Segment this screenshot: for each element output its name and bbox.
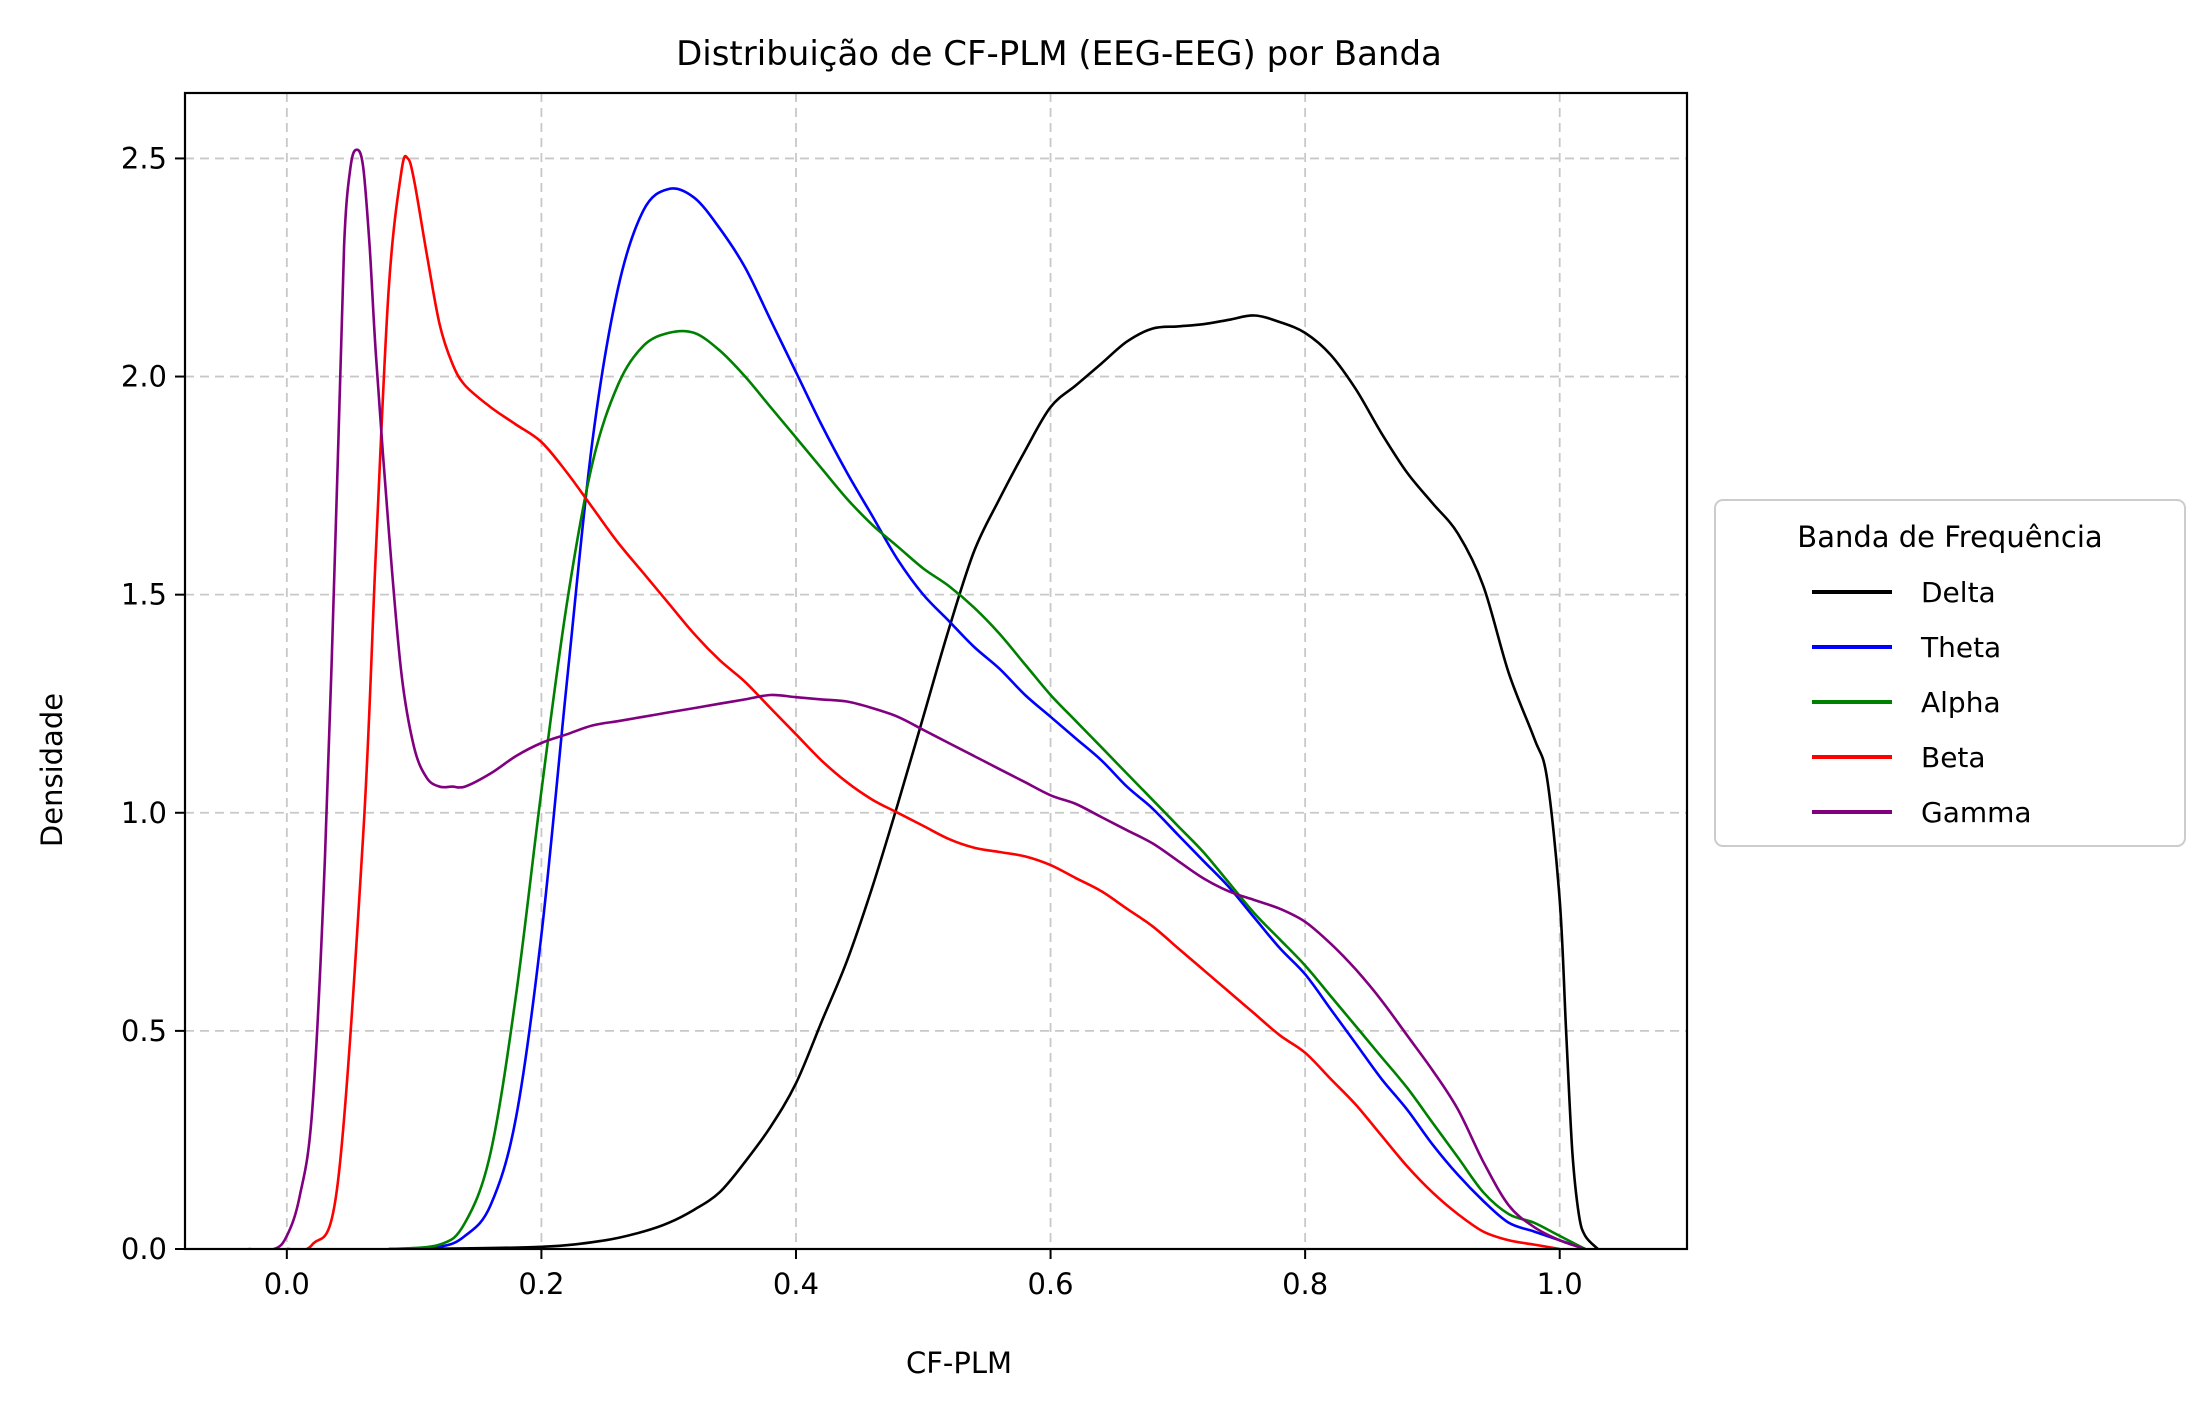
series-line-beta (286, 154, 1560, 1249)
y-tick-label: 1.5 (121, 578, 167, 612)
legend: Banda de Frequência Delta Theta Alpha Beta G… (1714, 499, 2186, 847)
x-tick-label: 0.2 (518, 1267, 564, 1301)
legend-label-theta: Theta (1920, 631, 2001, 664)
legend-label-beta: Beta (1921, 741, 1986, 774)
series-line-delta (414, 314, 1599, 1249)
legend-label-alpha: Alpha (1921, 686, 2001, 719)
y-tick-label: 0.0 (121, 1232, 167, 1266)
x-tick-label: 0.0 (264, 1267, 310, 1301)
series-layer (248, 148, 1599, 1249)
chart-title: Distribuição de CF-PLM (EEG-EEG) por Ban… (676, 34, 1442, 74)
plot-frame (183, 91, 1689, 1251)
tick-layer: 0.0 0.2 0.4 0.6 0.8 1.0 0.0 0.5 1.0 1.5 2.0 2.5 (121, 141, 1583, 1301)
series-line-gamma (248, 148, 1586, 1249)
x-tick-label: 1.0 (1537, 1267, 1583, 1301)
series-line-alpha (388, 329, 1586, 1249)
y-tick-label: 1.0 (121, 796, 167, 830)
legend-label-delta: Delta (1921, 576, 1996, 609)
x-tick-label: 0.8 (1282, 1267, 1328, 1301)
legend-title: Banda de Frequência (1797, 520, 2102, 554)
grid-layer (185, 93, 1687, 1250)
y-tick-label: 2.5 (121, 141, 167, 175)
x-tick-label: 0.4 (773, 1267, 819, 1301)
y-axis-label: Densidade (35, 693, 69, 847)
y-tick-label: 0.5 (121, 1014, 167, 1048)
legend-box (1714, 499, 2186, 847)
x-tick-label: 0.6 (1027, 1267, 1073, 1301)
legend-entries: Delta Theta Alpha Beta Gamma (1812, 576, 2032, 829)
y-tick-label: 2.0 (121, 360, 167, 394)
series-line-theta (388, 187, 1586, 1249)
x-axis-label: CF-PLM (906, 1346, 1012, 1380)
legend-label-gamma: Gamma (1921, 796, 2032, 829)
